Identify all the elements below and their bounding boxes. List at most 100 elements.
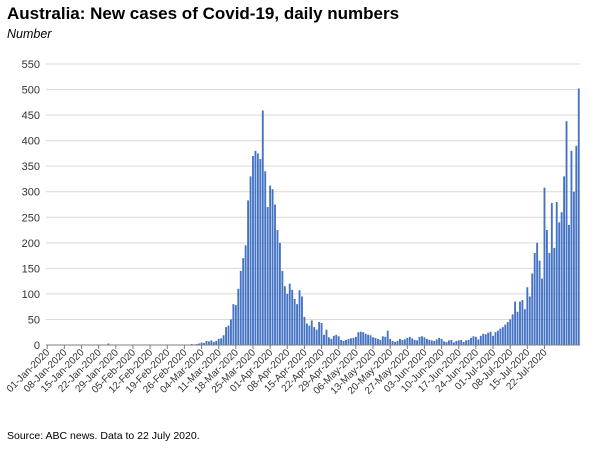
bar <box>470 337 472 345</box>
y-axis-tick-labels: 0 50 100 150 200 250 300 350 400 450 500 550 <box>22 59 40 352</box>
bar <box>234 305 237 345</box>
bar <box>215 340 218 345</box>
bar <box>364 333 367 345</box>
bar <box>519 301 521 345</box>
bar <box>457 340 460 345</box>
bar <box>212 341 215 345</box>
y-tick-label: 100 <box>22 289 40 301</box>
bar <box>443 341 445 345</box>
y-tick-label: 300 <box>22 187 40 199</box>
bar <box>296 304 299 345</box>
y-tick-label: 450 <box>22 110 40 122</box>
y-tick-label: 50 <box>28 314 40 326</box>
bar <box>399 338 401 345</box>
bar <box>428 339 431 345</box>
bar <box>455 340 458 345</box>
y-tick-label: 200 <box>22 238 40 250</box>
bar <box>318 322 321 345</box>
bar <box>367 334 370 345</box>
bar <box>261 110 264 346</box>
bar <box>563 176 566 345</box>
bar <box>487 332 490 345</box>
bar <box>435 339 438 345</box>
bar <box>337 336 340 345</box>
x-axis <box>46 344 580 349</box>
bar <box>298 290 301 345</box>
bar <box>345 339 347 345</box>
source-note: Source: ABC news. Data to 22 July 2020. <box>7 430 200 442</box>
bar <box>323 334 325 345</box>
bar <box>541 278 543 345</box>
bar <box>425 338 428 345</box>
bar <box>374 337 377 345</box>
bar <box>195 343 198 345</box>
bar <box>222 335 225 345</box>
bar <box>274 204 276 345</box>
bar <box>482 333 485 345</box>
bar <box>411 338 414 345</box>
bar <box>406 337 409 345</box>
bar <box>286 293 289 345</box>
bar <box>310 320 313 345</box>
bar <box>403 339 406 345</box>
bar <box>372 337 374 345</box>
bar <box>565 121 568 345</box>
y-tick-label: 500 <box>22 85 40 97</box>
bar <box>242 258 245 345</box>
y-tick-label: 350 <box>22 161 40 173</box>
bar <box>237 288 240 345</box>
bar <box>433 340 436 345</box>
bar <box>572 191 575 345</box>
bar <box>281 270 284 345</box>
bar <box>198 343 201 345</box>
bar <box>288 283 291 345</box>
bar <box>514 301 517 345</box>
bar <box>293 299 296 345</box>
bar <box>252 155 254 345</box>
bar <box>550 202 553 345</box>
bar <box>279 242 281 345</box>
bar <box>416 340 419 345</box>
bar <box>350 338 352 345</box>
bar <box>190 343 193 345</box>
bar <box>492 335 494 345</box>
bar <box>408 336 411 345</box>
bar <box>528 296 531 345</box>
bar <box>308 325 311 345</box>
bar <box>230 319 232 345</box>
bar <box>479 335 482 345</box>
bar <box>254 150 257 345</box>
bar <box>511 314 514 345</box>
bar <box>207 341 210 345</box>
bar <box>474 336 477 345</box>
bar <box>340 339 343 345</box>
y-tick-label: 0 <box>34 340 40 352</box>
bar <box>232 304 235 345</box>
bar <box>509 319 512 345</box>
bar <box>354 336 357 345</box>
bar <box>305 323 308 345</box>
bar <box>489 331 492 345</box>
bar <box>477 339 480 345</box>
bar <box>379 339 382 345</box>
bar <box>465 340 468 345</box>
bar <box>394 341 396 345</box>
bar <box>313 327 316 345</box>
bar <box>259 159 262 345</box>
bar <box>558 222 561 345</box>
bar <box>526 287 529 345</box>
bar <box>543 187 546 345</box>
bar <box>203 342 205 345</box>
bar <box>531 273 534 345</box>
bar <box>266 207 269 345</box>
bar <box>264 171 267 345</box>
bar <box>210 340 213 345</box>
bar <box>423 337 426 345</box>
bar <box>291 289 294 345</box>
bar <box>359 331 362 345</box>
bar <box>386 330 389 345</box>
bar <box>269 185 272 345</box>
bar <box>330 338 333 345</box>
bar <box>570 150 573 345</box>
